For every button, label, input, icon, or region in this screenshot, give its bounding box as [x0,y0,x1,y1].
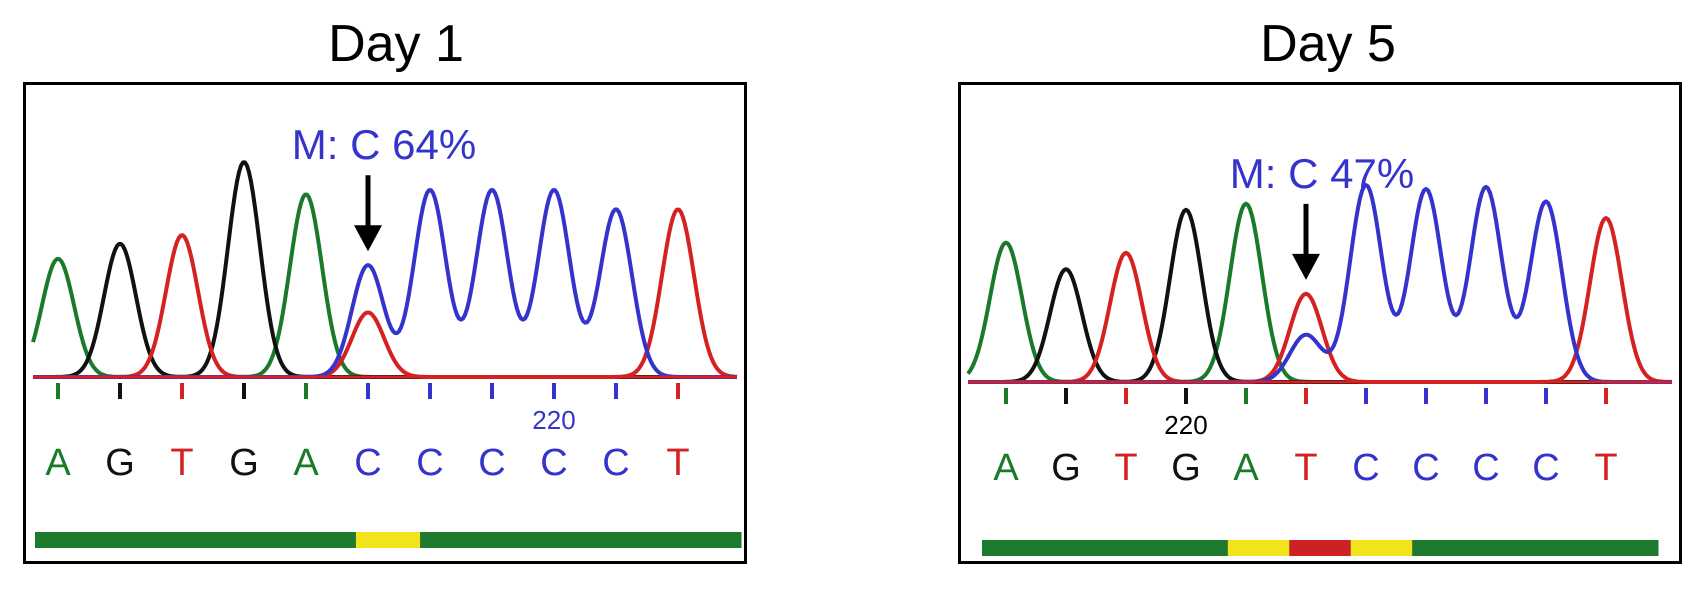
quality-bar-segment [99,532,164,548]
quality-bar-segment [1473,540,1536,556]
base-call-label: A [1233,447,1259,489]
quality-bar-segment [35,532,100,548]
base-call-label: T [170,442,193,484]
quality-bar-segment [612,532,678,548]
arrow-head [1292,253,1320,280]
base-call-label: A [293,442,319,484]
arrow-head [354,225,382,252]
quality-bar-segment [420,532,485,548]
panel-frame [23,82,747,564]
day5-title: Day 5 [1260,15,1396,73]
quality-bar-segment [1350,540,1413,556]
base-call-label: C [1352,447,1379,489]
quality-bar-segment [676,532,742,548]
quality-bar-segment [548,532,614,548]
base-call-label: G [105,442,135,484]
quality-bar-segment [1104,540,1167,556]
quality-bar-segment [355,532,421,548]
base-call-label: G [1051,447,1081,489]
base-call-label: T [1114,447,1137,489]
quality-bar-segment [1166,540,1229,556]
quality-bar-segment [1043,540,1106,556]
base-call-label: G [229,442,259,484]
base-call-label: C [354,442,381,484]
position-label: 220 [1164,410,1207,440]
base-call-label: C [478,442,505,484]
quality-bar-segment [1412,540,1475,556]
quality-bar-segment [982,540,1044,556]
mutation-annotation: M: C 64% [292,121,476,168]
base-call-label: G [1171,447,1201,489]
quality-bar-segment [484,532,549,548]
base-call-label: T [1594,447,1617,489]
quality-bar-segment [1227,540,1290,556]
base-call-label: C [1472,447,1499,489]
base-call-label: A [993,447,1019,489]
base-call-label: C [416,442,443,484]
quality-bar-segment [1596,540,1659,556]
base-call-label: C [602,442,629,484]
quality-bar-segment [163,532,229,548]
quality-bar-segment [1535,540,1598,556]
base-call-label: C [1532,447,1559,489]
quality-bar-segment [227,532,293,548]
base-call-label: T [1294,447,1317,489]
quality-bar-segment [291,532,357,548]
base-call-label: C [1412,447,1439,489]
base-call-label: A [45,442,71,484]
mutation-annotation: M: C 47% [1230,150,1414,197]
position-label: 220 [532,405,575,435]
base-call-label: T [666,442,689,484]
quality-bar-segment [1289,540,1352,556]
base-call-label: C [540,442,567,484]
day1-title: Day 1 [328,15,464,73]
